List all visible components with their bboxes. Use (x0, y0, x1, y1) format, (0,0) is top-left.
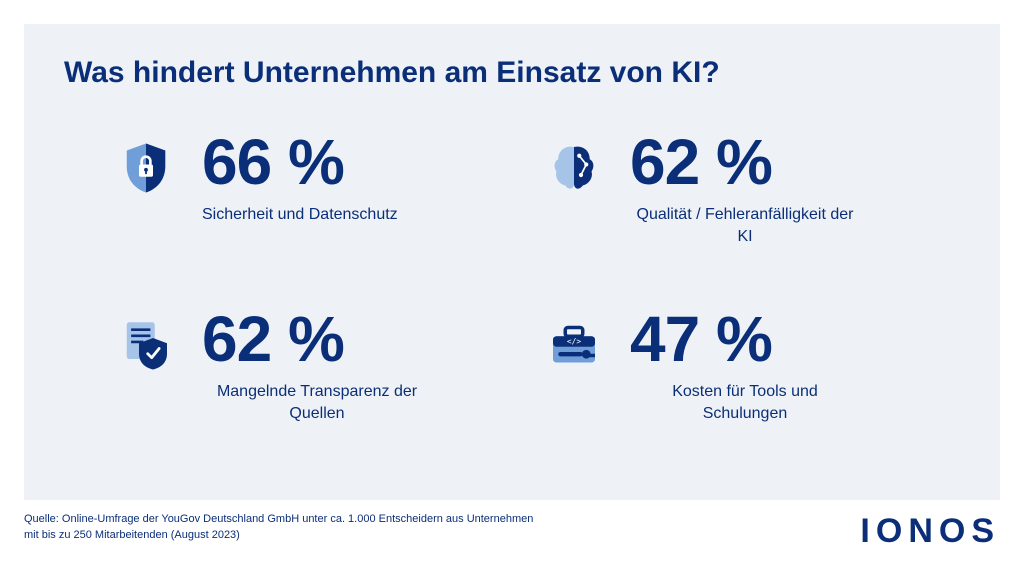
ionos-logo: IONOS (860, 512, 1000, 551)
stat-block: </> 47 % Kosten für Tools und Schulungen (542, 307, 930, 424)
stat-block: 66 % Sicherheit und Datenschutz (114, 130, 502, 247)
stat-percent: 62 % (202, 307, 432, 371)
stats-grid: 66 % Sicherheit und Datenschutz 62 % Qua… (64, 130, 960, 424)
stat-label: Mangelnde Transparenz der Quellen (202, 381, 432, 424)
stat-label: Sicherheit und Datenschutz (202, 204, 398, 226)
stat-text: 62 % Qualität / Fehleranfälligkeit der K… (630, 130, 860, 247)
shield-lock-icon (114, 136, 178, 200)
stat-percent: 66 % (202, 130, 398, 194)
brain-ai-icon (542, 136, 606, 200)
stat-percent: 47 % (630, 307, 860, 371)
stat-label: Qualität / Fehleranfälligkeit der KI (630, 204, 860, 247)
source-text: Quelle: Online-Umfrage der YouGov Deutsc… (24, 512, 544, 544)
document-shield-icon (114, 313, 178, 377)
stat-text: 62 % Mangelnde Transparenz der Quellen (202, 307, 432, 424)
stat-block: 62 % Qualität / Fehleranfälligkeit der K… (542, 130, 930, 247)
stat-text: 66 % Sicherheit und Datenschutz (202, 130, 398, 226)
page-title: Was hindert Unternehmen am Einsatz von K… (64, 56, 960, 90)
infographic-card: Was hindert Unternehmen am Einsatz von K… (24, 24, 1000, 500)
stat-text: 47 % Kosten für Tools und Schulungen (630, 307, 860, 424)
toolbox-icon: </> (542, 313, 606, 377)
stat-block: 62 % Mangelnde Transparenz der Quellen (114, 307, 502, 424)
stat-label: Kosten für Tools und Schulungen (630, 381, 860, 424)
stat-percent: 62 % (630, 130, 860, 194)
svg-text:</>: </> (567, 337, 581, 346)
